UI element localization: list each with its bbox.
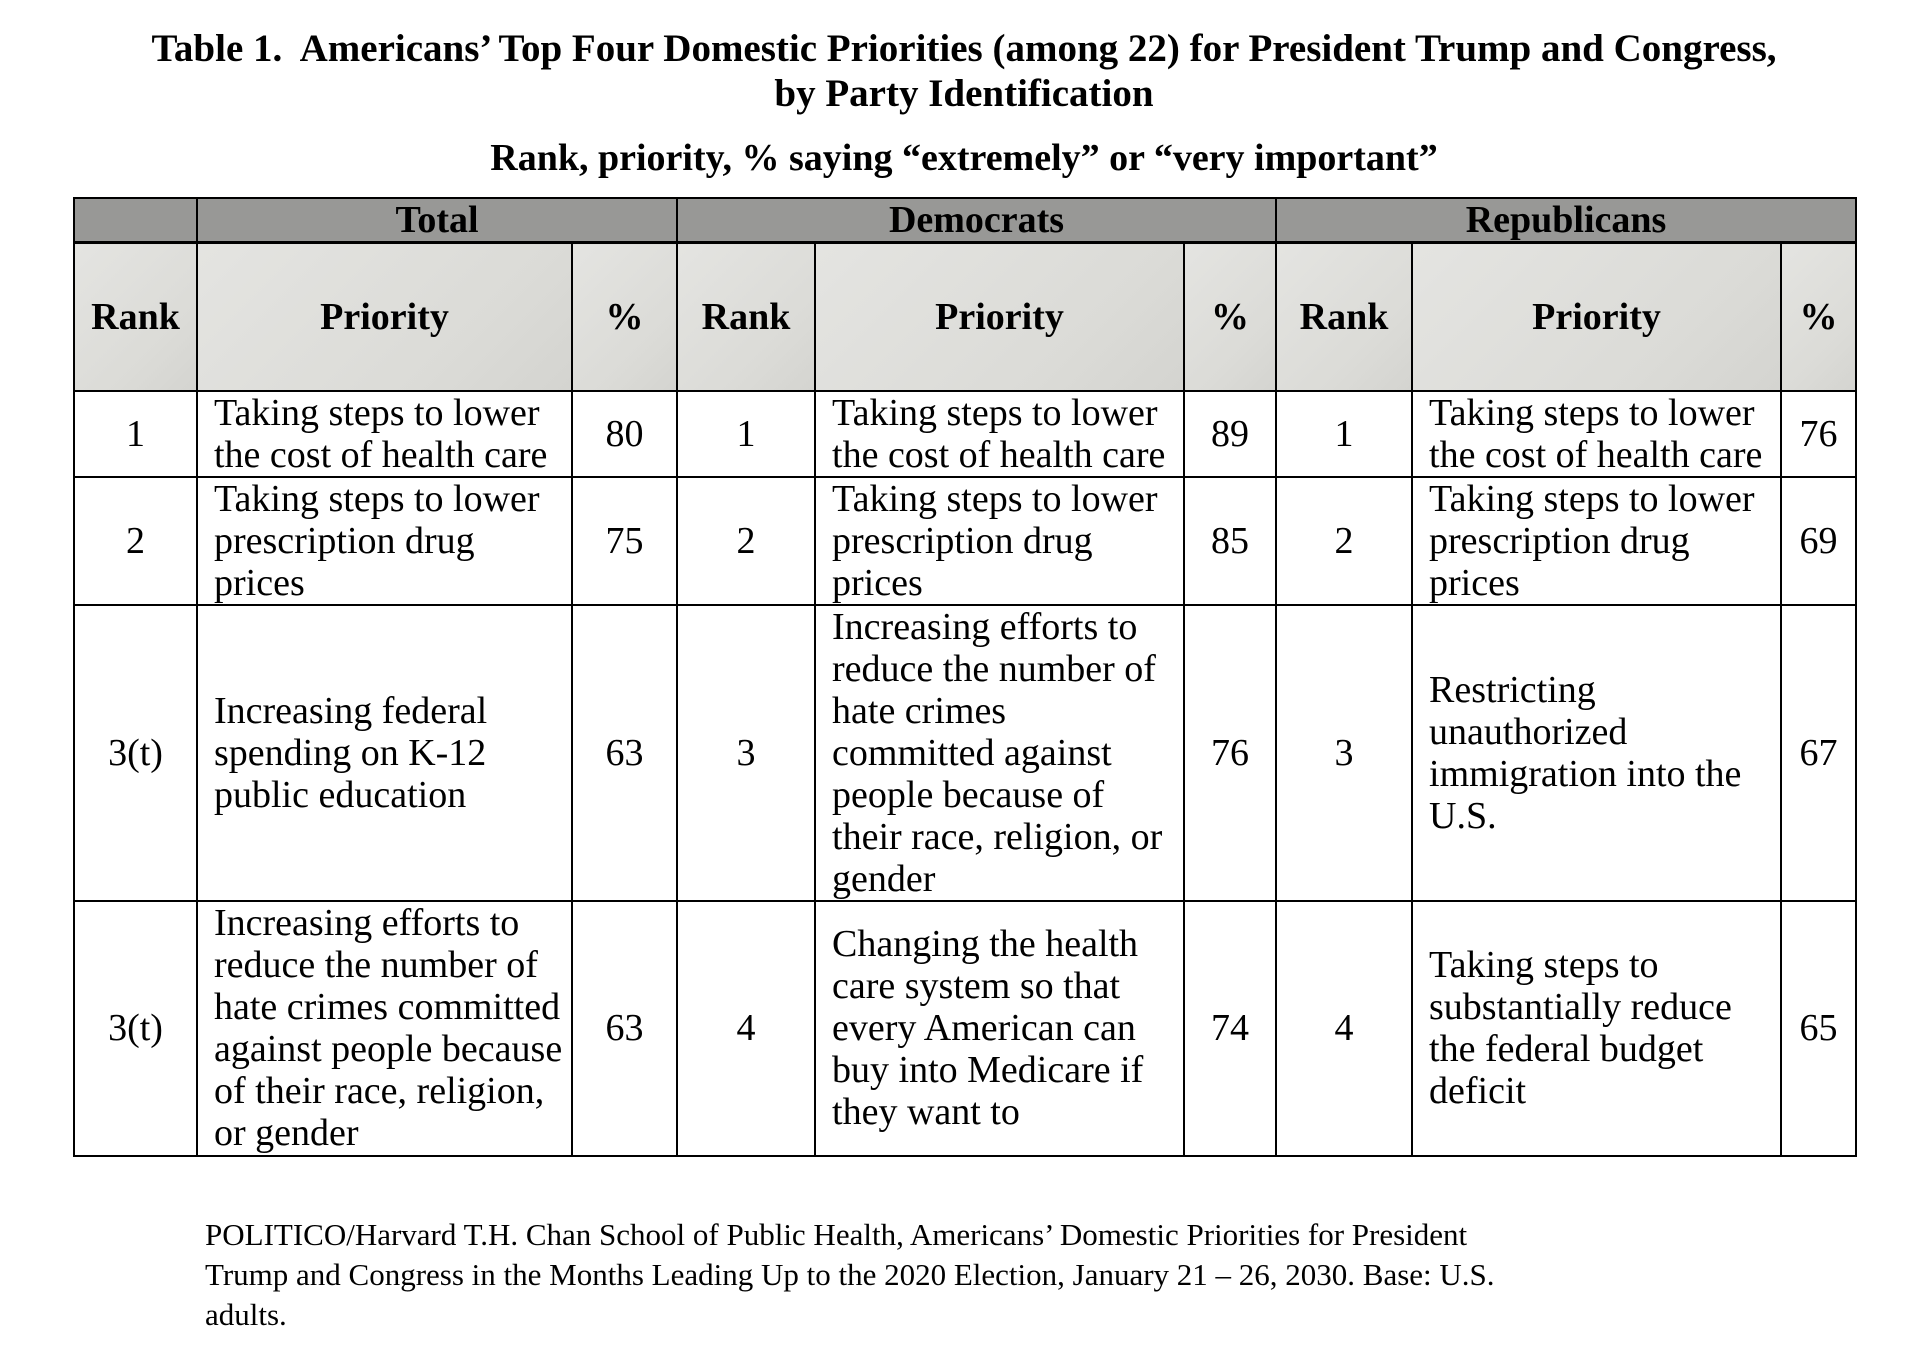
- total-rank-cell: 2: [73, 475, 198, 606]
- source-note: POLITICO/Harvard T.H. Chan School of Pub…: [205, 1216, 1495, 1332]
- republicans-priority-cell: Taking steps to lower prescription drug …: [1411, 475, 1783, 606]
- democrats-priority-cell: Increasing efforts to reduce the number …: [814, 603, 1186, 902]
- column-header-rank: Rank: [1275, 241, 1414, 392]
- column-header-percent: %: [570, 241, 679, 392]
- column-header-rank: Rank: [73, 241, 198, 392]
- republicans-priority-cell: Taking steps to substantially reduce the…: [1411, 899, 1783, 1157]
- democrats-priority-cell: Changing the health care system so that …: [814, 899, 1186, 1157]
- table-row: 2 Taking steps to lower prescription dru…: [73, 475, 1858, 606]
- column-header-row: Rank Priority % Rank Priority % Rank Pri…: [73, 241, 1858, 392]
- democrats-percent-cell: 85: [1183, 475, 1278, 606]
- group-header-row: Total Democrats Republicans: [73, 197, 1858, 244]
- column-header-rank: Rank: [676, 241, 817, 392]
- page-title: Table 1. Americans’ Top Four Domestic Pr…: [151, 27, 1777, 115]
- republicans-rank-cell: 2: [1275, 475, 1414, 606]
- democrats-rank-cell: 3: [676, 603, 817, 902]
- democrats-rank-cell: 1: [676, 389, 817, 478]
- total-percent-cell: 63: [570, 899, 679, 1157]
- column-header-percent: %: [1780, 241, 1858, 392]
- total-percent-cell: 80: [570, 389, 679, 478]
- table-row: 3(t) Increasing federal spending on K-12…: [73, 603, 1858, 902]
- priorities-table: Total Democrats Republicans Rank Priorit…: [73, 197, 1858, 1157]
- total-rank-cell: 3(t): [73, 603, 198, 902]
- total-priority-cell: Increasing federal spending on K-12 publ…: [196, 603, 573, 902]
- table-row: 1 Taking steps to lower the cost of heal…: [73, 389, 1858, 478]
- total-percent-cell: 63: [570, 603, 679, 902]
- column-header-priority: Priority: [814, 241, 1186, 392]
- democrats-priority-cell: Taking steps to lower prescription drug …: [814, 475, 1186, 606]
- total-priority-cell: Taking steps to lower the cost of health…: [196, 389, 573, 478]
- democrats-percent-cell: 89: [1183, 389, 1278, 478]
- democrats-rank-cell: 4: [676, 899, 817, 1157]
- group-header-democrats: Democrats: [676, 197, 1278, 244]
- corner-cell: [73, 197, 198, 244]
- republicans-rank-cell: 3: [1275, 603, 1414, 902]
- republicans-percent-cell: 69: [1780, 475, 1858, 606]
- republicans-priority-cell: Taking steps to lower the cost of health…: [1411, 389, 1783, 478]
- total-priority-cell: Increasing efforts to reduce the number …: [196, 899, 573, 1157]
- total-rank-cell: 3(t): [73, 899, 198, 1157]
- column-header-priority: Priority: [196, 241, 573, 392]
- group-header-total: Total: [195, 197, 679, 244]
- table-subtitle: Rank, priority, % saying “extremely” or …: [490, 137, 1438, 179]
- table-row: 3(t) Increasing efforts to reduce the nu…: [73, 899, 1858, 1157]
- group-header-republicans: Republicans: [1275, 197, 1858, 244]
- column-header-priority: Priority: [1411, 241, 1783, 392]
- republicans-percent-cell: 65: [1780, 899, 1858, 1157]
- democrats-percent-cell: 76: [1183, 603, 1278, 902]
- republicans-percent-cell: 76: [1780, 389, 1858, 478]
- republicans-rank-cell: 4: [1275, 899, 1414, 1157]
- total-rank-cell: 1: [73, 389, 198, 478]
- democrats-priority-cell: Taking steps to lower the cost of health…: [814, 389, 1186, 478]
- democrats-rank-cell: 2: [676, 475, 817, 606]
- republicans-rank-cell: 1: [1275, 389, 1414, 478]
- total-priority-cell: Taking steps to lower prescription drug …: [196, 475, 573, 606]
- total-percent-cell: 75: [570, 475, 679, 606]
- republicans-priority-cell: Restricting unauthorized immigration int…: [1411, 603, 1783, 902]
- column-header-percent: %: [1183, 241, 1278, 392]
- democrats-percent-cell: 74: [1183, 899, 1278, 1157]
- republicans-percent-cell: 67: [1780, 603, 1858, 902]
